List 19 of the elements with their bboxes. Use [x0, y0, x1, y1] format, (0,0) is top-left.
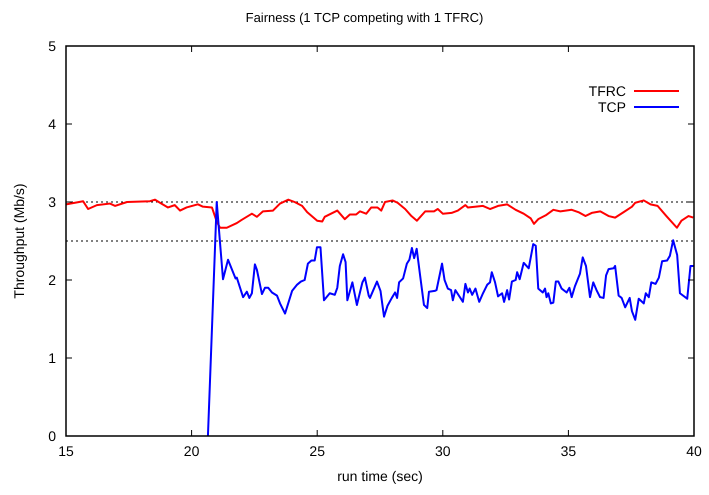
y-tick-label: 2 — [48, 272, 56, 288]
y-tick-label: 3 — [48, 194, 56, 210]
y-tick-label: 4 — [48, 116, 56, 132]
y-axis-title: Throughput (Mb/s) — [11, 183, 27, 299]
x-tick-label: 20 — [184, 443, 200, 459]
x-tick-label: 15 — [58, 443, 74, 459]
x-tick-label: 35 — [560, 443, 576, 459]
y-tick-label: 1 — [48, 350, 56, 366]
y-tick-label: 0 — [48, 428, 56, 444]
legend-label: TFRC — [588, 83, 626, 99]
x-tick-label: 30 — [435, 443, 451, 459]
line-series — [206, 201, 695, 437]
x-axis-title: run time (sec) — [337, 468, 423, 484]
chart-title: Fairness (1 TCP competing with 1 TFRC) — [246, 10, 484, 25]
legend-label: TCP — [598, 99, 626, 115]
x-tick-label: 25 — [309, 443, 326, 459]
x-tick-label: 40 — [686, 443, 702, 459]
y-tick-label: 5 — [48, 38, 56, 54]
line-series — [65, 198, 694, 229]
